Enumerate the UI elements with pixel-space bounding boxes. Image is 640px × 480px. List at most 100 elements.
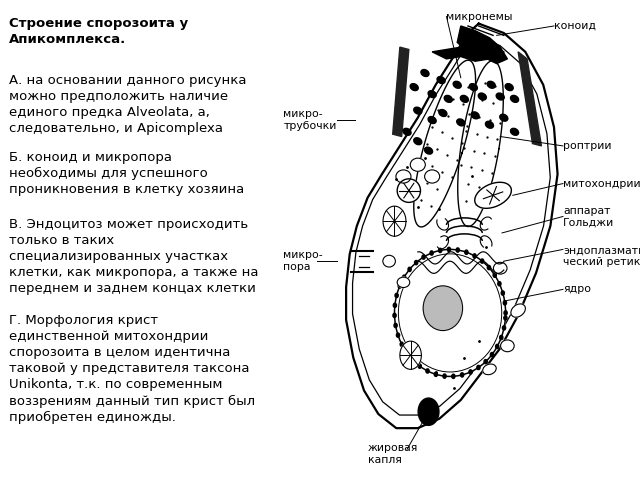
Ellipse shape <box>403 128 411 135</box>
Polygon shape <box>458 60 503 227</box>
Ellipse shape <box>456 248 460 252</box>
Ellipse shape <box>438 248 442 252</box>
Ellipse shape <box>411 358 414 362</box>
Ellipse shape <box>393 303 397 308</box>
Ellipse shape <box>443 374 446 378</box>
Ellipse shape <box>405 350 408 355</box>
Ellipse shape <box>415 261 418 264</box>
Ellipse shape <box>469 84 477 91</box>
Ellipse shape <box>465 250 468 254</box>
Text: эндоплазмати-
ческий ретикулюм: эндоплазмати- ческий ретикулюм <box>563 246 640 267</box>
Ellipse shape <box>500 336 503 340</box>
Ellipse shape <box>504 316 507 320</box>
Polygon shape <box>457 26 508 64</box>
Ellipse shape <box>444 96 452 102</box>
Text: В. Эндоцитоз может происходить
только в таких
специализированных участках
клетки: В. Эндоцитоз может происходить только в … <box>9 218 258 295</box>
Ellipse shape <box>490 352 493 357</box>
Ellipse shape <box>478 93 486 100</box>
Ellipse shape <box>428 91 436 97</box>
Ellipse shape <box>447 247 451 252</box>
Ellipse shape <box>439 109 447 117</box>
Ellipse shape <box>424 170 440 183</box>
Ellipse shape <box>495 344 499 348</box>
Text: жировая
капля: жировая капля <box>367 443 418 465</box>
Ellipse shape <box>424 147 433 154</box>
Ellipse shape <box>394 324 397 327</box>
Ellipse shape <box>428 117 436 123</box>
Ellipse shape <box>471 112 479 119</box>
Text: Г. Морфология крист
единственной митохондрии
спорозоита в целом идентична
таково: Г. Морфология крист единственной митохон… <box>9 314 255 424</box>
Ellipse shape <box>434 372 438 376</box>
Ellipse shape <box>423 286 463 331</box>
Ellipse shape <box>413 107 422 114</box>
Ellipse shape <box>410 158 426 171</box>
Polygon shape <box>346 24 557 428</box>
Text: коноид: коноид <box>554 21 596 31</box>
Ellipse shape <box>403 275 406 279</box>
Ellipse shape <box>422 255 425 259</box>
Ellipse shape <box>484 360 487 364</box>
Text: роптрии: роптрии <box>563 141 611 151</box>
Ellipse shape <box>511 304 525 317</box>
Ellipse shape <box>394 250 506 376</box>
Ellipse shape <box>460 96 468 102</box>
Text: Б. коноид и микропора
необходимы для успешного
проникновения в клетку хозяина: Б. коноид и микропора необходимы для усп… <box>9 151 244 196</box>
Ellipse shape <box>503 301 506 305</box>
Ellipse shape <box>493 263 507 274</box>
Ellipse shape <box>473 254 476 258</box>
Text: микро-
трубочки: микро- трубочки <box>284 109 337 131</box>
Ellipse shape <box>475 182 511 208</box>
Ellipse shape <box>487 81 495 88</box>
Text: микро-
пора: микро- пора <box>284 251 323 272</box>
Polygon shape <box>393 47 409 136</box>
Ellipse shape <box>397 277 410 288</box>
Ellipse shape <box>511 96 518 102</box>
Ellipse shape <box>396 170 411 183</box>
Ellipse shape <box>396 333 399 337</box>
Ellipse shape <box>410 84 419 91</box>
Polygon shape <box>414 60 476 227</box>
Ellipse shape <box>481 259 484 263</box>
Ellipse shape <box>511 128 518 135</box>
Ellipse shape <box>461 373 464 377</box>
Ellipse shape <box>397 179 420 203</box>
Ellipse shape <box>437 77 445 84</box>
Ellipse shape <box>457 119 465 126</box>
Ellipse shape <box>400 342 403 347</box>
Ellipse shape <box>505 84 513 91</box>
Ellipse shape <box>426 369 429 373</box>
Ellipse shape <box>395 293 398 298</box>
Ellipse shape <box>408 267 412 272</box>
Ellipse shape <box>496 93 504 100</box>
Ellipse shape <box>500 114 508 121</box>
Text: аппарат
Гольджи: аппарат Гольджи <box>563 205 614 228</box>
Ellipse shape <box>418 364 421 368</box>
Ellipse shape <box>393 313 396 318</box>
Ellipse shape <box>483 364 496 375</box>
Ellipse shape <box>498 282 501 286</box>
Text: Строение спорозоита у
Апикомплекса.: Строение спорозоита у Апикомплекса. <box>9 17 188 46</box>
Ellipse shape <box>501 291 504 295</box>
Ellipse shape <box>421 70 429 76</box>
Polygon shape <box>432 45 504 61</box>
Ellipse shape <box>502 326 506 330</box>
Ellipse shape <box>453 81 461 88</box>
Ellipse shape <box>504 311 508 315</box>
Ellipse shape <box>398 284 401 288</box>
Ellipse shape <box>469 370 472 374</box>
Ellipse shape <box>400 341 421 370</box>
Text: ядро: ядро <box>563 284 591 294</box>
Ellipse shape <box>477 365 480 370</box>
Ellipse shape <box>413 138 422 144</box>
Text: А. на основании данного рисунка
можно предположить наличие
единого предка Alveol: А. на основании данного рисунка можно пр… <box>9 74 246 135</box>
Text: митохондрии: митохондрии <box>563 179 640 189</box>
Ellipse shape <box>487 265 490 270</box>
Ellipse shape <box>500 340 514 352</box>
Ellipse shape <box>452 374 455 378</box>
Ellipse shape <box>485 121 493 128</box>
Ellipse shape <box>418 398 439 425</box>
Ellipse shape <box>383 255 396 267</box>
Ellipse shape <box>430 251 433 255</box>
Ellipse shape <box>383 206 406 236</box>
Ellipse shape <box>493 273 497 277</box>
